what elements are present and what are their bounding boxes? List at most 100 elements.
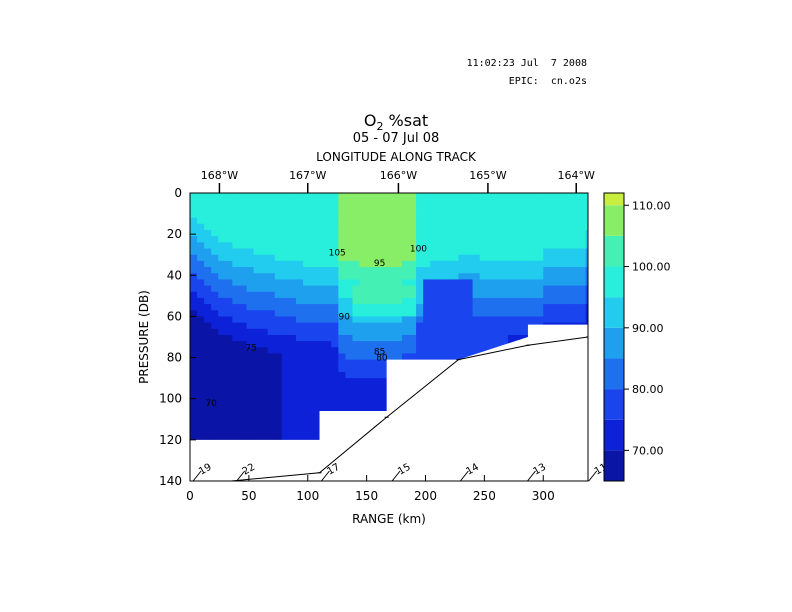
field-cell	[416, 267, 424, 274]
field-cell	[465, 347, 474, 355]
field-cell	[288, 384, 297, 392]
field-cell	[331, 310, 339, 318]
field-cell	[359, 285, 368, 293]
field-cell	[409, 304, 417, 311]
field-cell	[373, 384, 382, 392]
field-cell	[423, 297, 431, 305]
field-cell	[486, 316, 495, 324]
field-cell	[366, 199, 375, 206]
field-cell	[246, 402, 255, 410]
field-cell	[507, 297, 516, 305]
field-cell	[401, 334, 410, 342]
field-cell	[225, 211, 233, 219]
field-cell	[514, 328, 523, 336]
field-cell	[288, 322, 297, 330]
field-cell	[416, 285, 424, 293]
field-cell	[578, 248, 587, 256]
field-cell	[345, 230, 354, 237]
field-cell	[274, 199, 283, 206]
field-cell	[317, 322, 325, 330]
field-cell	[373, 378, 382, 385]
field-cell	[190, 193, 198, 200]
field-cell	[253, 433, 262, 441]
field-cell	[267, 217, 276, 225]
field-cell	[557, 236, 566, 243]
field-cell	[500, 291, 509, 299]
field-cell	[197, 433, 205, 441]
field-cell	[500, 304, 509, 311]
field-cell	[543, 199, 551, 206]
field-cell	[246, 365, 255, 373]
field-cell	[303, 260, 311, 268]
field-cell	[267, 279, 276, 287]
field-cell	[536, 211, 544, 219]
field-cell	[444, 223, 453, 231]
field-cell	[253, 359, 262, 367]
field-cell	[338, 291, 347, 299]
field-cell	[416, 322, 424, 330]
field-cell	[394, 242, 403, 250]
field-cell	[295, 334, 304, 342]
field-cell	[204, 334, 212, 342]
field-cell	[303, 242, 311, 250]
field-cell	[197, 205, 205, 213]
field-cell	[437, 285, 445, 293]
field-cell	[437, 242, 445, 250]
field-cell	[394, 334, 403, 342]
field-cell	[437, 205, 445, 213]
field-cell	[295, 378, 304, 385]
field-cell	[218, 427, 226, 435]
field-cell	[303, 415, 311, 422]
field-cell	[352, 273, 361, 280]
field-cell	[366, 211, 375, 219]
field-cell	[571, 297, 580, 305]
field-cell	[437, 230, 445, 237]
field-cell	[366, 365, 375, 373]
field-cell	[288, 260, 297, 268]
field-cell	[366, 353, 375, 361]
field-cell	[352, 341, 361, 348]
field-cell	[324, 242, 332, 250]
field-cell	[246, 297, 255, 305]
field-cell	[288, 193, 297, 200]
field-cell	[295, 285, 304, 293]
field-cell	[507, 199, 516, 206]
field-cell	[288, 291, 297, 299]
field-cell	[295, 242, 304, 250]
field-cell	[373, 260, 382, 268]
field-cell	[197, 365, 205, 373]
field-cell	[416, 254, 424, 262]
field-cell	[310, 402, 318, 410]
field-cell	[409, 341, 417, 348]
field-cell	[331, 365, 339, 373]
field-cell	[267, 260, 276, 268]
field-cell	[331, 297, 339, 305]
x-tick-label: 150	[355, 489, 378, 503]
field-cell	[373, 341, 382, 348]
field-cell	[190, 347, 198, 355]
field-cell	[458, 279, 467, 287]
field-cell	[451, 260, 460, 268]
field-cell	[260, 334, 269, 342]
field-cell	[218, 230, 226, 237]
field-cell	[529, 304, 537, 311]
field-cell	[317, 260, 325, 268]
field-cell	[564, 199, 573, 206]
field-cell	[387, 304, 396, 311]
field-cell	[479, 347, 488, 355]
field-cell	[409, 291, 417, 299]
field-cell	[571, 316, 580, 324]
field-cell	[239, 211, 248, 219]
field-cell	[416, 217, 424, 225]
field-cell	[401, 199, 410, 206]
field-cell	[211, 409, 219, 416]
field-cell	[232, 254, 241, 262]
field-cell	[465, 217, 474, 225]
field-cell	[267, 334, 276, 342]
field-cell	[550, 310, 558, 318]
field-cell	[522, 248, 530, 256]
field-cell	[232, 384, 241, 392]
field-cell	[536, 285, 544, 293]
x-tick-label: 100	[296, 489, 319, 503]
field-cell	[409, 334, 417, 342]
